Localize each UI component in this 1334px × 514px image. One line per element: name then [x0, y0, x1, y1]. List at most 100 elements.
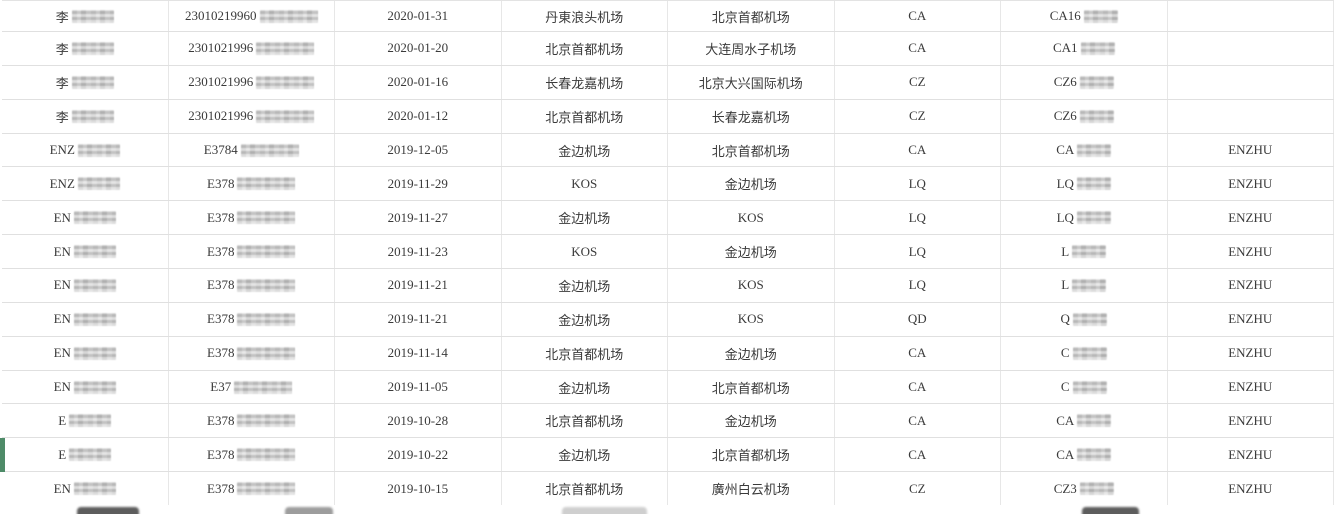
cell-departure-airport[interactable]: 北京首都机场: [502, 404, 668, 438]
cell-passenger-name[interactable]: 李: [2, 99, 169, 133]
cell-flight-number[interactable]: CA16: [1001, 1, 1168, 31]
cell-arrival-airport[interactable]: 北京大兴国际机场: [668, 65, 835, 99]
cell-arrival-airport[interactable]: 金边机场: [668, 404, 835, 438]
cell-id-number[interactable]: E378: [169, 235, 335, 269]
cell-passenger-name[interactable]: ENZ: [2, 167, 169, 201]
cell-airline-code[interactable]: CA: [835, 1, 1001, 31]
cell-passenger-name[interactable]: EN: [2, 235, 169, 269]
cell-arrival-airport[interactable]: KOS: [668, 269, 835, 302]
cell-id-number[interactable]: E378: [169, 302, 335, 336]
cell-passenger-name[interactable]: EN: [2, 336, 169, 370]
cell-airline-code[interactable]: CA: [835, 336, 1001, 370]
cell-departure-airport[interactable]: 北京首都机场: [502, 32, 668, 65]
cell-passenger-tag[interactable]: [1168, 32, 1334, 65]
cell-passenger-name[interactable]: EN: [2, 269, 169, 302]
cell-flight-date[interactable]: 2019-11-21: [335, 269, 502, 302]
cell-airline-code[interactable]: LQ: [835, 235, 1001, 269]
cell-flight-number[interactable]: LQ: [1001, 167, 1168, 201]
cell-departure-airport[interactable]: 金边机场: [502, 302, 668, 336]
cell-departure-airport[interactable]: 北京首都机场: [502, 472, 668, 506]
cell-flight-date[interactable]: 2020-01-12: [335, 99, 502, 133]
cell-airline-code[interactable]: LQ: [835, 269, 1001, 302]
cell-passenger-name[interactable]: 李: [2, 65, 169, 99]
cell-passenger-tag[interactable]: ENZHU: [1168, 336, 1334, 370]
cell-passenger-name[interactable]: E: [2, 404, 169, 438]
cell-id-number[interactable]: E378: [169, 438, 335, 472]
cell-departure-airport[interactable]: 丹東浪头机场: [502, 1, 668, 31]
cell-passenger-tag[interactable]: ENZHU: [1168, 404, 1334, 438]
cell-arrival-airport[interactable]: 金边机场: [668, 167, 835, 201]
cell-id-number[interactable]: E378: [169, 472, 335, 506]
cell-departure-airport[interactable]: 金边机场: [502, 133, 668, 167]
cell-id-number[interactable]: E378: [169, 201, 335, 235]
cell-flight-number[interactable]: LQ: [1001, 201, 1168, 235]
cell-departure-airport[interactable]: 金边机场: [502, 370, 668, 404]
cell-flight-date[interactable]: 2019-11-05: [335, 370, 502, 404]
cell-flight-date[interactable]: 2020-01-16: [335, 65, 502, 99]
cell-airline-code[interactable]: QD: [835, 302, 1001, 336]
cell-flight-date[interactable]: 2019-11-29: [335, 167, 502, 201]
cell-flight-date[interactable]: 2019-11-14: [335, 336, 502, 370]
cell-departure-airport[interactable]: 金边机场: [502, 269, 668, 302]
cell-arrival-airport[interactable]: 金边机场: [668, 336, 835, 370]
cell-id-number[interactable]: 2301021996: [169, 65, 335, 99]
cell-airline-code[interactable]: LQ: [835, 201, 1001, 235]
cell-flight-date[interactable]: 2019-11-21: [335, 302, 502, 336]
cell-passenger-tag[interactable]: ENZHU: [1168, 438, 1334, 472]
cell-arrival-airport[interactable]: 北京首都机场: [668, 1, 835, 31]
cell-passenger-tag[interactable]: ENZHU: [1168, 302, 1334, 336]
cell-passenger-tag[interactable]: ENZHU: [1168, 472, 1334, 506]
cell-arrival-airport[interactable]: 北京首都机场: [668, 370, 835, 404]
cell-passenger-tag[interactable]: ENZHU: [1168, 235, 1334, 269]
cell-flight-number[interactable]: CA: [1001, 404, 1168, 438]
cell-arrival-airport[interactable]: 长春龙嘉机场: [668, 99, 835, 133]
cell-passenger-tag[interactable]: [1168, 99, 1334, 133]
cell-passenger-tag[interactable]: ENZHU: [1168, 167, 1334, 201]
cell-passenger-name[interactable]: EN: [2, 370, 169, 404]
cell-airline-code[interactable]: CZ: [835, 99, 1001, 133]
cell-departure-airport[interactable]: 北京首都机场: [502, 99, 668, 133]
cell-airline-code[interactable]: CZ: [835, 472, 1001, 506]
cell-id-number[interactable]: E378: [169, 167, 335, 201]
cell-flight-number[interactable]: CZ6: [1001, 99, 1168, 133]
cell-flight-number[interactable]: L: [1001, 235, 1168, 269]
cell-flight-number[interactable]: CZ3: [1001, 472, 1168, 506]
cell-passenger-tag[interactable]: ENZHU: [1168, 269, 1334, 302]
cell-passenger-name[interactable]: ENZ: [2, 133, 169, 167]
cell-flight-date[interactable]: 2019-12-05: [335, 133, 502, 167]
cell-id-number[interactable]: E3784: [169, 133, 335, 167]
cell-arrival-airport[interactable]: 北京首都机场: [668, 438, 835, 472]
cell-arrival-airport[interactable]: KOS: [668, 302, 835, 336]
cell-passenger-name[interactable]: E: [2, 438, 169, 472]
cell-passenger-tag[interactable]: ENZHU: [1168, 201, 1334, 235]
cell-id-number[interactable]: 2301021996: [169, 32, 335, 65]
cell-flight-number[interactable]: CA: [1001, 133, 1168, 167]
cell-airline-code[interactable]: CA: [835, 404, 1001, 438]
cell-flight-number[interactable]: L: [1001, 269, 1168, 302]
cell-flight-date[interactable]: 2019-10-22: [335, 438, 502, 472]
cell-flight-date[interactable]: 2019-10-15: [335, 472, 502, 506]
cell-id-number[interactable]: 2301021996: [169, 99, 335, 133]
cell-id-number[interactable]: E378: [169, 404, 335, 438]
cell-id-number[interactable]: E378: [169, 336, 335, 370]
cell-departure-airport[interactable]: 长春龙嘉机场: [502, 65, 668, 99]
cell-passenger-tag[interactable]: ENZHU: [1168, 133, 1334, 167]
cell-arrival-airport[interactable]: 大连周水子机场: [668, 32, 835, 65]
cell-passenger-name[interactable]: EN: [2, 472, 169, 506]
cell-arrival-airport[interactable]: 北京首都机场: [668, 133, 835, 167]
cell-passenger-tag[interactable]: [1168, 65, 1334, 99]
cell-passenger-name[interactable]: EN: [2, 201, 169, 235]
cell-flight-number[interactable]: Q: [1001, 302, 1168, 336]
cell-departure-airport[interactable]: 金边机场: [502, 438, 668, 472]
cell-passenger-name[interactable]: EN: [2, 302, 169, 336]
cell-id-number[interactable]: 23010219960: [169, 1, 335, 31]
cell-airline-code[interactable]: CA: [835, 133, 1001, 167]
cell-arrival-airport[interactable]: 金边机场: [668, 235, 835, 269]
cell-departure-airport[interactable]: 金边机场: [502, 201, 668, 235]
cell-flight-number[interactable]: C: [1001, 336, 1168, 370]
cell-flight-date[interactable]: 2019-10-28: [335, 404, 502, 438]
cell-flight-date[interactable]: 2020-01-31: [335, 1, 502, 31]
cell-arrival-airport[interactable]: 廣州白云机场: [668, 472, 835, 506]
cell-airline-code[interactable]: CA: [835, 32, 1001, 65]
cell-flight-number[interactable]: CA1: [1001, 32, 1168, 65]
